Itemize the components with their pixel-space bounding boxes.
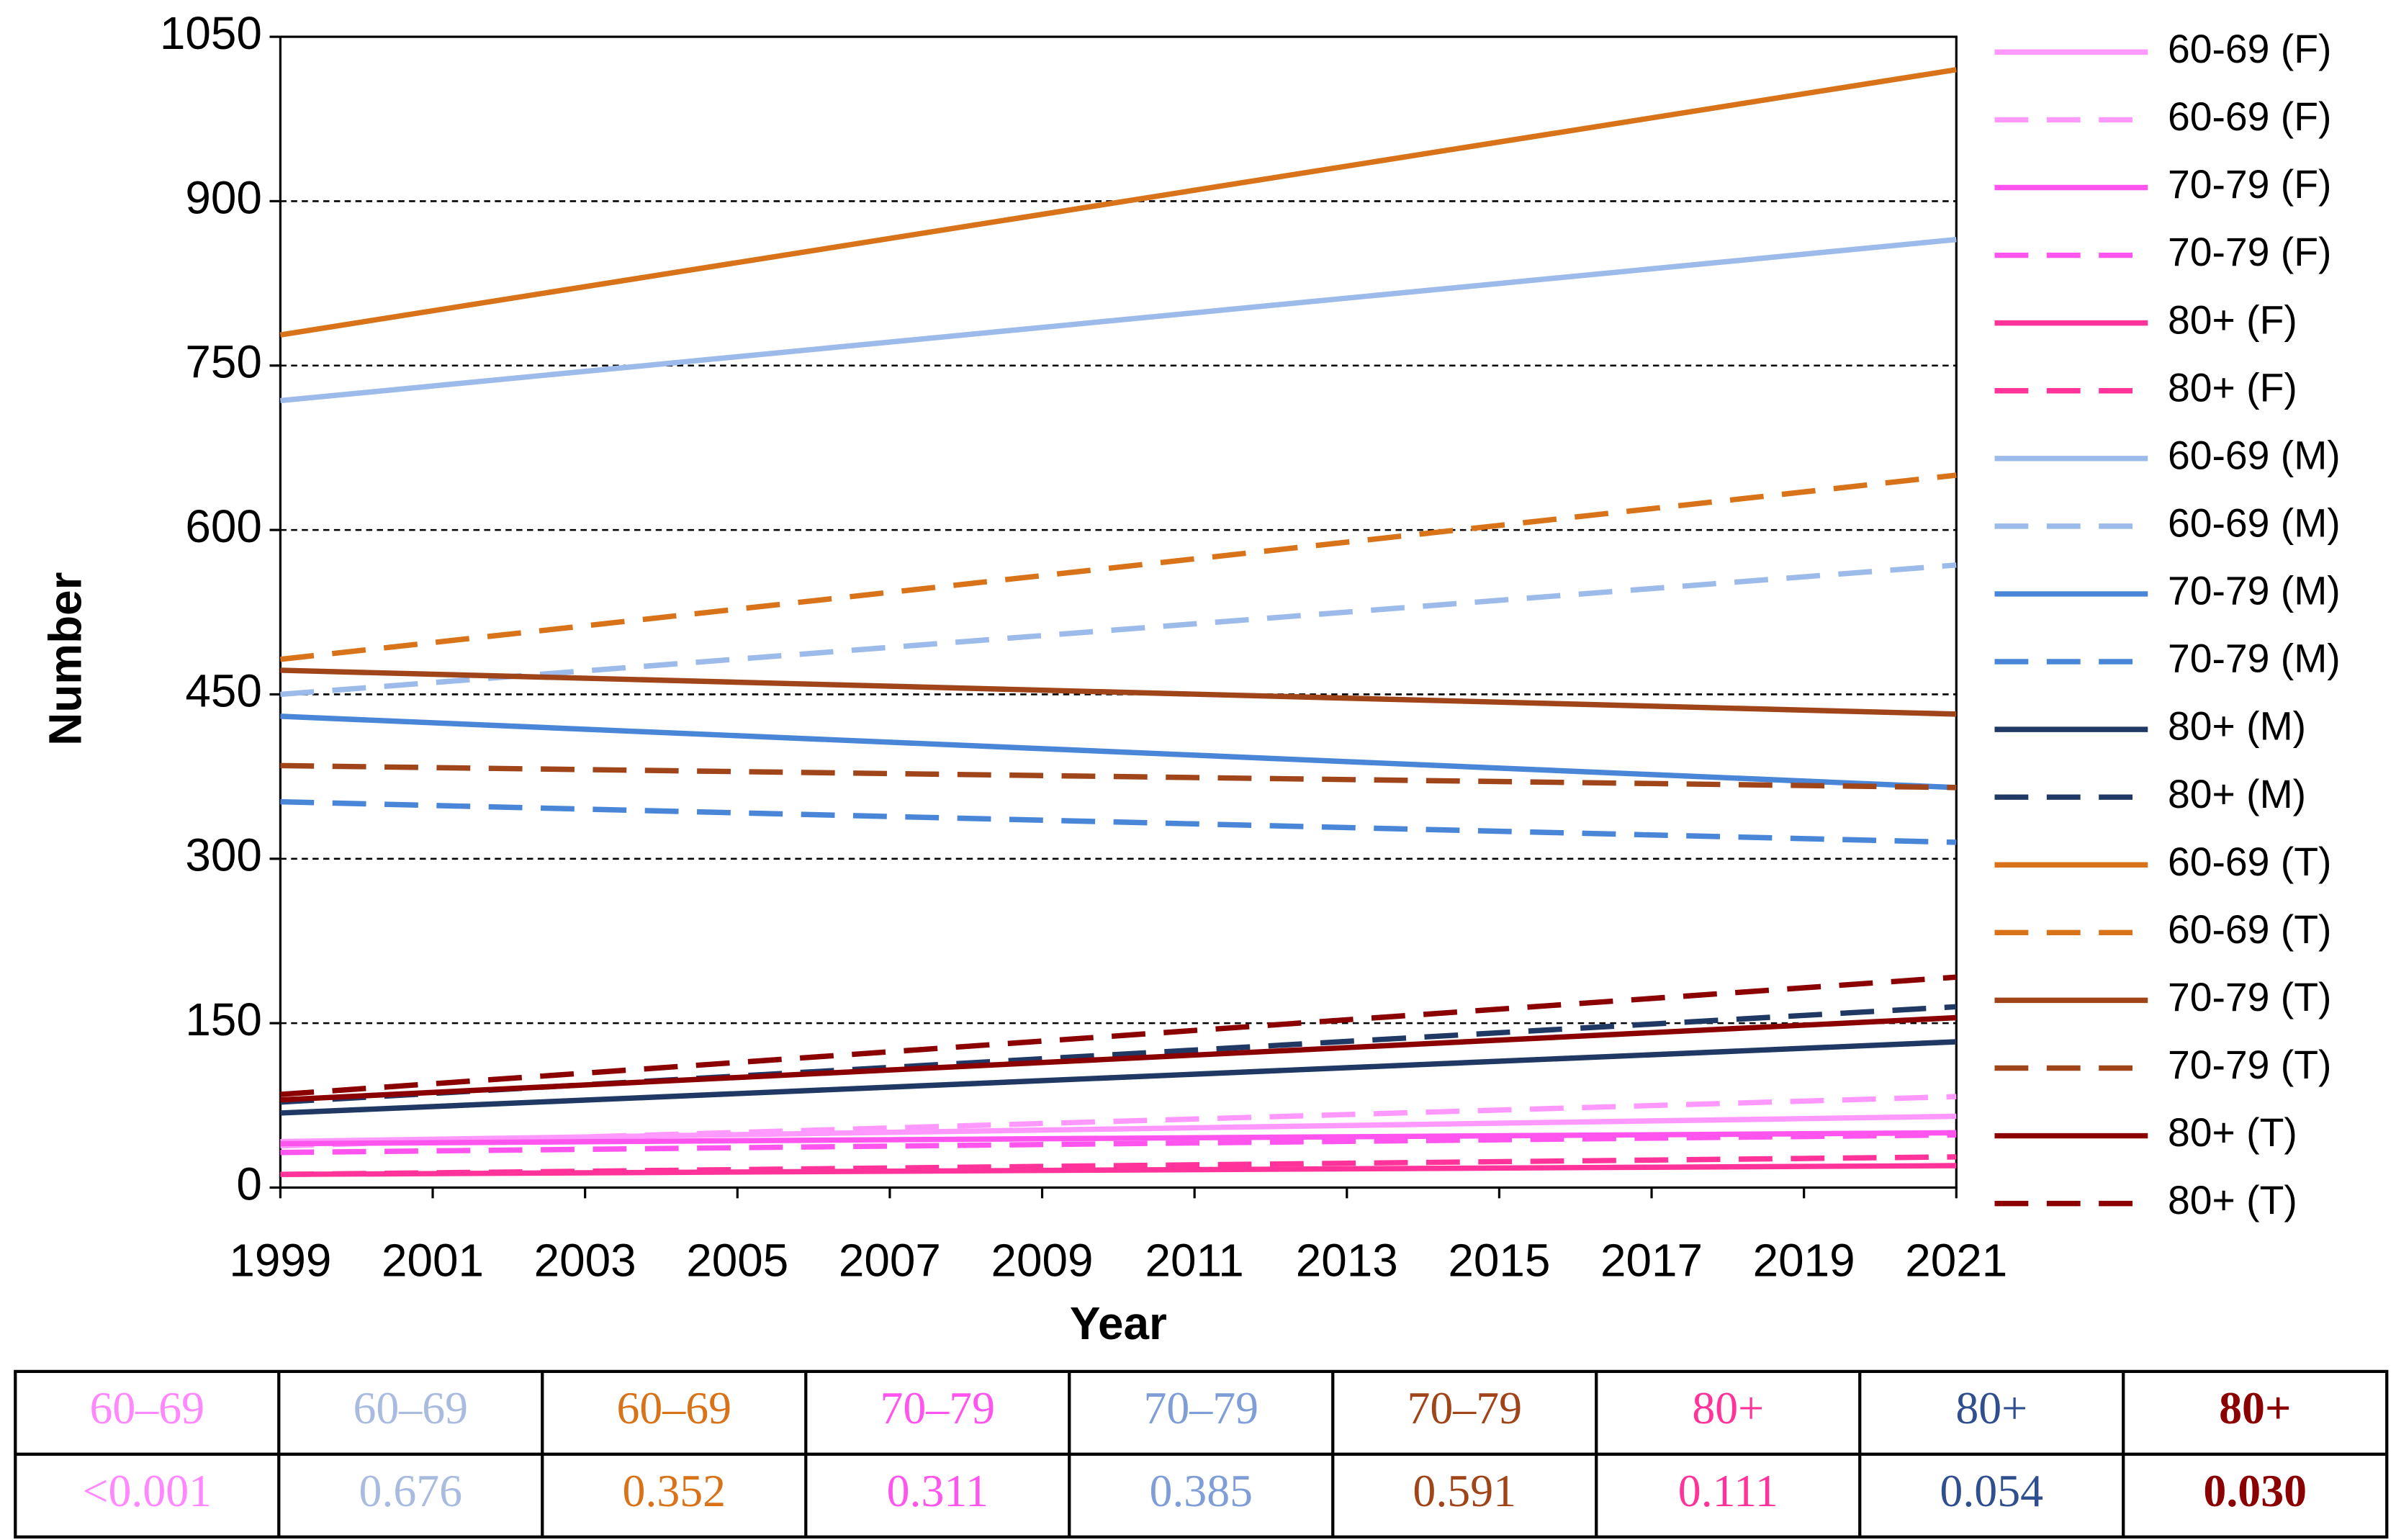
legend-label: 70-79 (T)	[2168, 975, 2332, 1019]
x-tick-label: 2021	[1905, 1235, 2007, 1287]
table-value: <0.001	[82, 1465, 212, 1516]
legend-label: 70-79 (T)	[2168, 1043, 2332, 1087]
legend-label: 80+ (F)	[2168, 297, 2297, 342]
legend-label: 60-69 (M)	[2168, 433, 2341, 477]
x-tick-label: 2007	[839, 1235, 941, 1287]
line-series	[280, 713, 1957, 791]
table-header: 60–69	[616, 1382, 731, 1433]
x-tick-label: 1999	[229, 1235, 331, 1287]
legend-label: 70-79 (F)	[2168, 162, 2332, 207]
legend-label: 80+ (M)	[2168, 772, 2306, 816]
table-value: 0.111	[1678, 1465, 1778, 1516]
table-value: 0.030	[2203, 1465, 2307, 1516]
table-header: 60–69	[353, 1382, 468, 1433]
x-tick-label: 2011	[1145, 1235, 1244, 1287]
x-tick-label: 2003	[534, 1235, 636, 1287]
legend-label: 70-79 (F)	[2168, 230, 2332, 274]
line-series	[280, 1094, 1957, 1149]
table-header: 70–79	[1143, 1382, 1258, 1433]
x-tick-label: 2015	[1448, 1235, 1550, 1287]
legend-label: 70-79 (M)	[2168, 636, 2341, 681]
x-tick-label: 2001	[382, 1235, 484, 1287]
line-series	[280, 974, 1957, 1097]
legend-label: 60-69 (M)	[2168, 500, 2341, 545]
table-value: 0.352	[622, 1465, 726, 1516]
y-tick-label: 600	[185, 500, 261, 552]
table-value: 0.311	[887, 1465, 988, 1516]
line-series	[280, 562, 1957, 698]
table-header: 60–69	[89, 1382, 204, 1433]
x-tick-label: 2005	[686, 1235, 788, 1287]
table-header: 80+	[1955, 1382, 2027, 1433]
line-series	[280, 667, 1957, 717]
x-axis-label: Year	[1070, 1297, 1167, 1349]
y-tick-label: 750	[185, 336, 261, 388]
table-header: 80+	[2219, 1382, 2291, 1433]
y-tick-label: 1050	[160, 7, 262, 59]
line-series	[280, 236, 1957, 404]
table-header: 70–79	[1407, 1382, 1522, 1433]
line-series	[280, 1039, 1957, 1116]
y-axis-label: Number	[40, 572, 91, 746]
table-header: 80+	[1692, 1382, 1764, 1433]
line-series	[280, 1130, 1957, 1147]
table-header: 70–79	[880, 1382, 995, 1433]
legend-label: 70-79 (M)	[2168, 569, 2341, 613]
line-series	[280, 798, 1957, 845]
x-tick-label: 2017	[1600, 1235, 1703, 1287]
legend-label: 80+ (M)	[2168, 704, 2306, 749]
table-value: 0.054	[1940, 1465, 2043, 1516]
table-value: 0.591	[1413, 1465, 1516, 1516]
x-tick-label: 2009	[991, 1235, 1094, 1287]
legend-label: 60-69 (T)	[2168, 839, 2332, 884]
legend-label: 60-69 (F)	[2168, 94, 2332, 139]
x-tick-label: 2019	[1753, 1235, 1855, 1287]
legend-label: 80+ (T)	[2168, 1178, 2297, 1222]
line-series	[279, 472, 1957, 662]
y-tick-label: 900	[185, 171, 261, 223]
line-series	[280, 1154, 1957, 1177]
table-value: 0.385	[1149, 1465, 1253, 1516]
y-tick-label: 300	[185, 829, 261, 881]
y-tick-label: 450	[185, 665, 261, 716]
table-value: 0.676	[359, 1465, 462, 1516]
legend-label: 60-69 (T)	[2168, 907, 2332, 952]
legend-label: 60-69 (F)	[2168, 27, 2332, 71]
line-series	[280, 1132, 1957, 1156]
legend-label: 80+ (F)	[2168, 365, 2297, 410]
y-tick-label: 0	[236, 1158, 261, 1210]
line-series	[279, 67, 1957, 338]
line-series	[280, 1014, 1957, 1103]
line-series	[280, 762, 1957, 791]
plot-frame	[279, 35, 1958, 1189]
y-tick-label: 150	[185, 994, 261, 1045]
x-tick-label: 2013	[1296, 1235, 1398, 1287]
legend-label: 80+ (T)	[2168, 1110, 2297, 1155]
